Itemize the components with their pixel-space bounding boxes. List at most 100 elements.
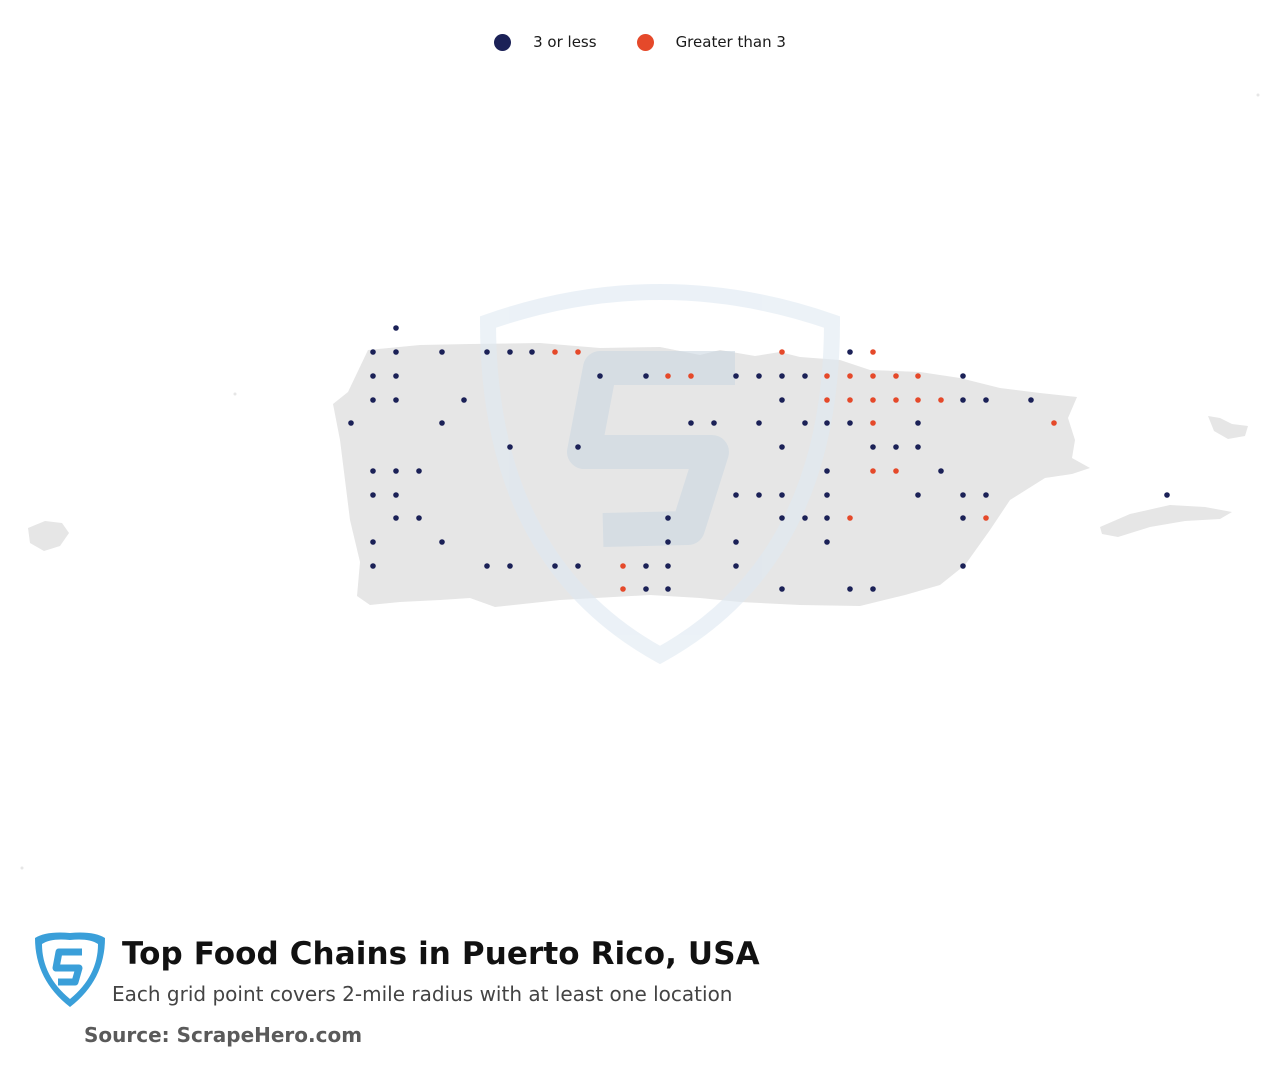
grid-point-high xyxy=(620,563,626,569)
grid-point-low xyxy=(779,492,785,498)
grid-point-low xyxy=(416,468,422,474)
grid-point-high xyxy=(620,586,626,592)
grid-point-low xyxy=(370,539,376,545)
grid-point-low xyxy=(983,397,989,403)
grid-point-low xyxy=(960,492,966,498)
map-canvas xyxy=(20,93,1260,870)
grid-point-low xyxy=(507,444,513,450)
grid-point-low xyxy=(779,397,785,403)
grid-point-low xyxy=(393,492,399,498)
legend-item-high: Greater than 3 xyxy=(636,33,786,51)
watermark-shield-icon xyxy=(479,284,841,665)
grid-point-low xyxy=(915,444,921,450)
grid-point-low xyxy=(779,515,785,521)
legend-item-low: 3 or less xyxy=(494,33,597,51)
grid-point-low xyxy=(393,349,399,355)
grid-point-low xyxy=(733,563,739,569)
grid-point-high xyxy=(870,397,876,403)
grid-point-low xyxy=(393,373,399,379)
grid-point-high xyxy=(983,515,989,521)
grid-point-low xyxy=(484,349,490,355)
grid-point-low xyxy=(643,586,649,592)
grid-point-high xyxy=(893,468,899,474)
grid-point-low xyxy=(529,349,535,355)
grid-point-low xyxy=(461,397,467,403)
grid-point-high xyxy=(688,373,694,379)
grid-point-low xyxy=(643,373,649,379)
grid-point-low xyxy=(484,563,490,569)
grid-point-high xyxy=(893,373,899,379)
islet xyxy=(1256,93,1260,97)
culebra-island xyxy=(1208,416,1248,439)
grid-points xyxy=(348,325,1170,592)
legend-swatch-high xyxy=(636,33,654,51)
grid-point-low xyxy=(960,563,966,569)
grid-point-low xyxy=(960,397,966,403)
islet xyxy=(233,392,237,396)
grid-point-low xyxy=(665,539,671,545)
grid-point-low xyxy=(370,397,376,403)
legend-label-high: Greater than 3 xyxy=(675,33,786,51)
grid-point-high xyxy=(847,373,853,379)
grid-point-low xyxy=(643,563,649,569)
grid-point-low xyxy=(348,420,354,426)
grid-point-low xyxy=(439,539,445,545)
grid-point-low xyxy=(870,444,876,450)
grid-point-low xyxy=(507,563,513,569)
grid-point-low xyxy=(779,444,785,450)
grid-point-low xyxy=(802,373,808,379)
grid-point-low xyxy=(983,492,989,498)
grid-point-low xyxy=(1164,492,1170,498)
grid-point-high xyxy=(779,349,785,355)
grid-point-low xyxy=(779,373,785,379)
grid-point-low xyxy=(507,349,513,355)
grid-point-low xyxy=(370,373,376,379)
grid-point-low xyxy=(847,586,853,592)
grid-point-low xyxy=(756,373,762,379)
grid-point-low xyxy=(575,444,581,450)
grid-point-low xyxy=(439,349,445,355)
grid-point-low xyxy=(733,539,739,545)
grid-point-high xyxy=(915,373,921,379)
source-credit: Source: ScrapeHero.com xyxy=(84,1023,363,1047)
grid-point-low xyxy=(733,373,739,379)
grid-point-low xyxy=(802,420,808,426)
page-title: Top Food Chains in Puerto Rico, USA xyxy=(122,936,760,972)
grid-point-high xyxy=(915,397,921,403)
grid-point-low xyxy=(915,420,921,426)
grid-point-low xyxy=(393,515,399,521)
grid-point-low xyxy=(824,492,830,498)
grid-point-low xyxy=(393,468,399,474)
grid-point-low xyxy=(756,420,762,426)
grid-point-high xyxy=(870,468,876,474)
grid-point-low xyxy=(370,468,376,474)
grid-point-low xyxy=(824,539,830,545)
grid-point-low xyxy=(824,468,830,474)
grid-point-high xyxy=(847,515,853,521)
grid-point-low xyxy=(665,586,671,592)
grid-point-high xyxy=(665,373,671,379)
land xyxy=(20,93,1260,870)
grid-point-low xyxy=(960,515,966,521)
grid-point-low xyxy=(370,349,376,355)
grid-point-low xyxy=(847,349,853,355)
grid-point-low xyxy=(665,515,671,521)
grid-point-high xyxy=(870,349,876,355)
grid-point-low xyxy=(938,468,944,474)
grid-point-low xyxy=(960,373,966,379)
grid-point-low xyxy=(393,397,399,403)
grid-point-low xyxy=(893,444,899,450)
grid-point-high xyxy=(870,420,876,426)
vieques-island xyxy=(1100,505,1232,537)
grid-point-low xyxy=(393,325,399,331)
page-subtitle: Each grid point covers 2-mile radius wit… xyxy=(112,982,733,1006)
grid-point-low xyxy=(802,515,808,521)
grid-point-high xyxy=(552,349,558,355)
grid-point-high xyxy=(893,397,899,403)
grid-point-high xyxy=(824,397,830,403)
scrapehero-shield-icon xyxy=(35,932,105,1007)
grid-point-low xyxy=(552,563,558,569)
grid-point-low xyxy=(575,563,581,569)
legend-swatch-low xyxy=(494,33,512,51)
grid-point-low xyxy=(439,420,445,426)
